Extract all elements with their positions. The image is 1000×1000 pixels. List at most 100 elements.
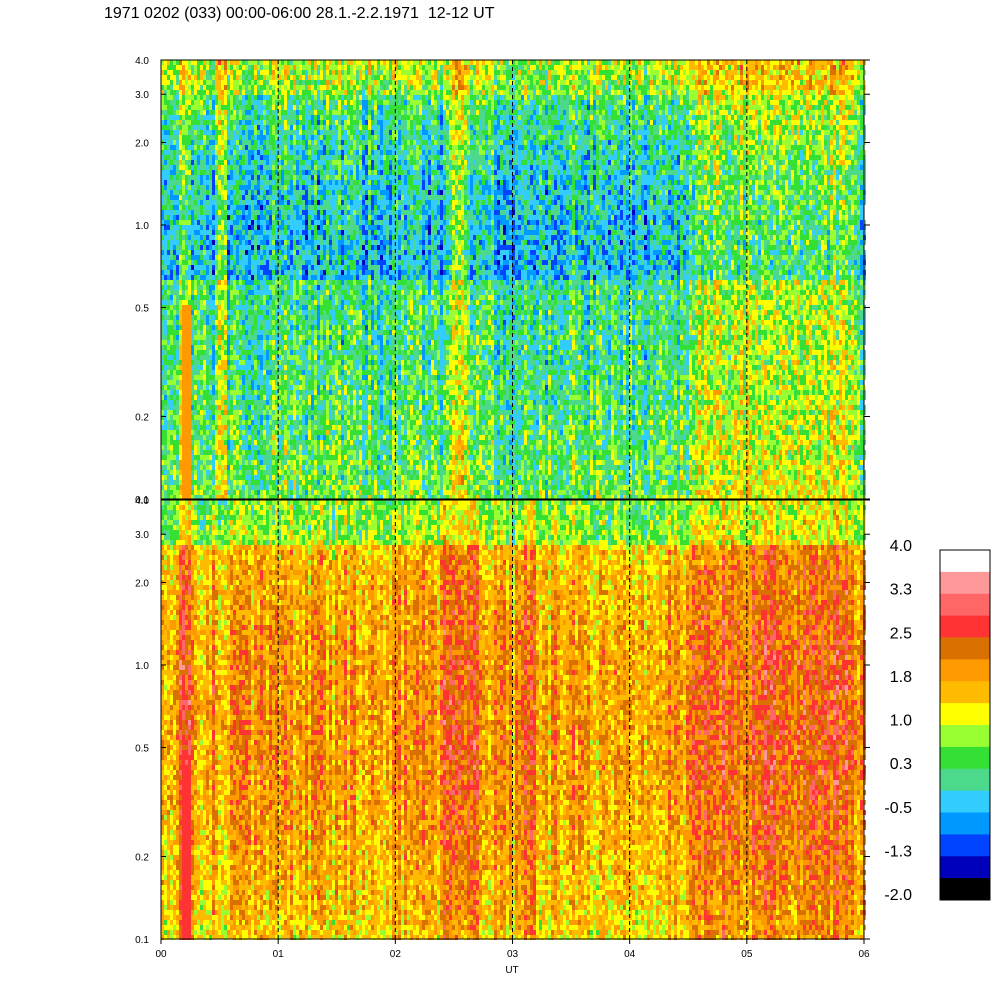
heatmap-cell xyxy=(218,425,221,430)
heatmap-cell xyxy=(287,290,290,295)
heatmap-cell xyxy=(368,480,371,485)
heatmap-cell xyxy=(353,480,356,485)
heatmap-cell xyxy=(197,360,200,365)
heatmap-cell xyxy=(341,270,344,275)
heatmap-cell xyxy=(224,280,227,285)
heatmap-cell xyxy=(209,295,212,300)
heatmap-cell xyxy=(248,280,251,285)
heatmap-cell xyxy=(293,360,296,365)
heatmap-cell xyxy=(209,365,212,370)
heatmap-cell xyxy=(224,245,227,250)
heatmap-cell xyxy=(251,305,254,310)
heatmap-cell xyxy=(212,430,215,435)
heatmap-cell xyxy=(329,160,332,165)
heatmap-cell xyxy=(188,70,191,75)
heatmap-cell xyxy=(302,425,305,430)
heatmap-cell xyxy=(221,135,224,140)
heatmap-cell xyxy=(278,125,281,130)
heatmap-cell xyxy=(206,315,209,320)
heatmap-cell xyxy=(356,370,359,375)
heatmap-cell xyxy=(161,370,164,375)
heatmap-cell xyxy=(365,270,368,275)
heatmap-cell xyxy=(353,135,356,140)
heatmap-cell xyxy=(188,150,191,155)
heatmap-cell xyxy=(341,245,344,250)
heatmap-cell xyxy=(254,200,257,205)
heatmap-cell xyxy=(350,150,353,155)
heatmap-cell xyxy=(224,300,227,305)
heatmap-cell xyxy=(257,370,260,375)
heatmap-cell xyxy=(356,140,359,145)
heatmap-cell xyxy=(368,275,371,280)
heatmap-cell xyxy=(368,420,371,425)
heatmap-cell xyxy=(248,420,251,425)
heatmap-cell xyxy=(206,250,209,255)
heatmap-cell xyxy=(257,105,260,110)
heatmap-cell xyxy=(356,425,359,430)
heatmap-cell xyxy=(254,65,257,70)
heatmap-cell xyxy=(197,345,200,350)
heatmap-cell xyxy=(344,425,347,430)
heatmap-cell xyxy=(326,175,329,180)
heatmap-cell xyxy=(311,450,314,455)
heatmap-cell xyxy=(173,455,176,460)
heatmap-cell xyxy=(359,295,362,300)
heatmap-cell xyxy=(317,100,320,105)
heatmap-cell xyxy=(305,395,308,400)
heatmap-cell xyxy=(359,255,362,260)
heatmap-cell xyxy=(305,375,308,380)
heatmap-cell xyxy=(305,455,308,460)
heatmap-cell xyxy=(290,250,293,255)
heatmap-cell xyxy=(191,335,194,340)
heatmap-cell xyxy=(365,400,368,405)
heatmap-cell xyxy=(260,160,263,165)
heatmap-cell xyxy=(167,80,170,85)
heatmap-cell xyxy=(320,375,323,380)
heatmap-cell xyxy=(170,340,173,345)
heatmap-cell xyxy=(287,185,290,190)
heatmap-cell xyxy=(176,235,179,240)
heatmap-cell xyxy=(311,390,314,395)
heatmap-cell xyxy=(227,155,230,160)
heatmap-cell xyxy=(272,130,275,135)
heatmap-cell xyxy=(182,200,185,205)
heatmap-cell xyxy=(236,245,239,250)
heatmap-cell xyxy=(374,270,377,275)
heatmap-cell xyxy=(290,180,293,185)
heatmap-cell xyxy=(347,60,350,65)
heatmap-cell xyxy=(284,220,287,225)
heatmap-cell xyxy=(194,415,197,420)
heatmap-cell xyxy=(248,155,251,160)
heatmap-cell xyxy=(284,185,287,190)
heatmap-cell xyxy=(173,370,176,375)
heatmap-cell xyxy=(236,355,239,360)
heatmap-cell xyxy=(245,150,248,155)
heatmap-cell xyxy=(296,350,299,355)
heatmap-cell xyxy=(374,305,377,310)
heatmap-cell xyxy=(320,365,323,370)
heatmap-cell xyxy=(335,80,338,85)
heatmap-cell xyxy=(230,290,233,295)
heatmap-cell xyxy=(284,65,287,70)
heatmap-cell xyxy=(257,350,260,355)
heatmap-cell xyxy=(194,330,197,335)
heatmap-cell xyxy=(296,395,299,400)
heatmap-cell xyxy=(188,425,191,430)
heatmap-cell xyxy=(347,170,350,175)
heatmap-cell xyxy=(182,80,185,85)
heatmap-cell xyxy=(197,180,200,185)
heatmap-cell xyxy=(356,330,359,335)
heatmap-cell xyxy=(326,80,329,85)
heatmap-cell xyxy=(338,290,341,295)
heatmap-cell xyxy=(374,490,377,495)
heatmap-cell xyxy=(215,365,218,370)
heatmap-cell xyxy=(224,165,227,170)
heatmap-cell xyxy=(293,380,296,385)
heatmap-cell xyxy=(224,375,227,380)
heatmap-cell xyxy=(236,410,239,415)
heatmap-cell xyxy=(323,495,326,500)
heatmap-cell xyxy=(323,190,326,195)
heatmap-cell xyxy=(287,130,290,135)
heatmap-cell xyxy=(311,135,314,140)
heatmap-cell xyxy=(320,205,323,210)
